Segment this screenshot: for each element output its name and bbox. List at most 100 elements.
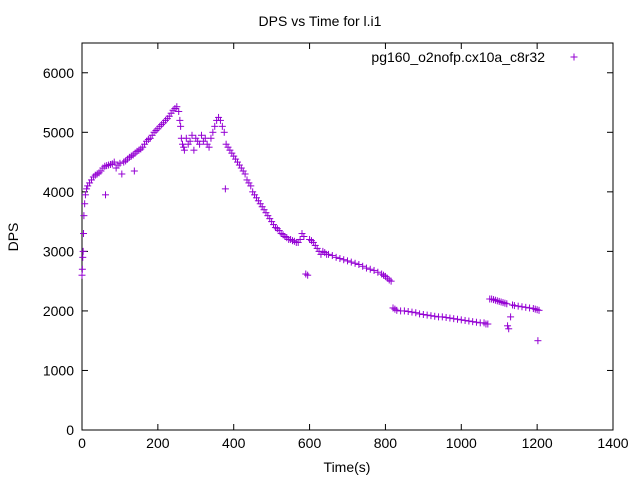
data-point (472, 318, 480, 326)
data-point (197, 131, 205, 139)
data-point (188, 131, 196, 139)
data-point (118, 170, 126, 178)
data-point (221, 185, 229, 193)
data-point (351, 259, 359, 267)
x-axis-label: Time(s) (324, 459, 371, 475)
data-point (427, 312, 435, 320)
data-point (328, 252, 336, 260)
y-axis-ticks: 0 1000 2000 3000 4000 5000 6000 (43, 65, 613, 438)
x-tick-label: 1200 (522, 435, 553, 451)
y-tick-label: 1000 (43, 362, 74, 378)
data-point (457, 316, 465, 324)
x-tick-label: 800 (374, 435, 398, 451)
y-tick-label: 2000 (43, 303, 74, 319)
data-point (412, 309, 420, 317)
data-point (332, 253, 340, 261)
data-point (325, 250, 333, 258)
data-point (359, 262, 367, 270)
data-point (355, 260, 363, 268)
data-point (505, 325, 513, 333)
data-point (438, 313, 446, 321)
x-tick-label: 1400 (597, 435, 628, 451)
data-point (431, 312, 439, 320)
data-point (81, 200, 89, 208)
data-point (78, 271, 86, 279)
data-point (400, 307, 408, 315)
data-point (247, 182, 255, 190)
data-point (173, 103, 181, 111)
data-point (336, 255, 344, 263)
data-point (79, 253, 87, 261)
data-point (504, 322, 512, 330)
data-point (442, 313, 450, 321)
legend-label: pg160_o2nofp.cx10a_c8r32 (371, 49, 545, 65)
data-point (526, 304, 534, 312)
data-point (209, 128, 217, 136)
data-point (534, 337, 542, 345)
data-point (180, 146, 188, 154)
data-point (514, 302, 522, 310)
data-point (416, 310, 424, 318)
y-axis-label: DPS (5, 223, 21, 252)
data-point (186, 137, 194, 145)
y-tick-label: 3000 (43, 243, 74, 259)
data-point (116, 159, 124, 167)
data-point (220, 128, 228, 136)
data-point (518, 303, 526, 311)
data-point (465, 317, 473, 325)
data-point (374, 268, 382, 276)
data-point (79, 247, 87, 255)
data-point (484, 320, 492, 328)
data-point (419, 310, 427, 318)
x-axis-ticks: 0 200 400 600 800 1000 1200 1400 (78, 43, 629, 451)
data-point (182, 134, 190, 142)
data-point (300, 233, 308, 240)
data-point (366, 265, 374, 273)
data-point (522, 303, 530, 311)
data-point (404, 308, 412, 316)
legend-marker (570, 53, 578, 61)
data-point (177, 122, 185, 130)
data-point (423, 311, 431, 319)
x-tick-label: 600 (298, 435, 322, 451)
data-point (503, 300, 511, 308)
data-point (218, 122, 226, 130)
plot-frame (81, 42, 614, 431)
y-tick-label: 5000 (43, 124, 74, 140)
data-point (450, 315, 458, 323)
legend: pg160_o2nofp.cx10a_c8r32 (371, 49, 578, 65)
data-point (507, 313, 515, 321)
data-point (80, 230, 88, 238)
data-point (80, 212, 88, 220)
data-point (535, 306, 543, 314)
data-point (176, 116, 184, 124)
data-point (190, 146, 198, 154)
data-point (205, 143, 213, 151)
data-point (296, 235, 304, 243)
data-point (370, 266, 378, 274)
chart-title: DPS vs Time for l.i1 (259, 13, 382, 29)
data-point (387, 277, 395, 285)
data-point (110, 158, 118, 166)
y-tick-label: 6000 (43, 65, 74, 81)
data-point (393, 306, 401, 314)
data-point (78, 265, 86, 273)
x-tick-label: 1000 (446, 435, 477, 451)
data-point (347, 258, 355, 266)
data-point (81, 191, 89, 199)
x-tick-label: 200 (146, 435, 170, 451)
data-point (211, 122, 219, 130)
legend-marker-symbol (570, 53, 578, 61)
data-point (446, 314, 454, 322)
x-tick-label: 400 (222, 435, 246, 451)
data-point (216, 116, 224, 124)
data-point (241, 170, 249, 178)
data-point (461, 316, 469, 324)
data-point (102, 191, 110, 199)
data-point (304, 271, 312, 279)
data-point (83, 185, 91, 193)
data-point (130, 167, 138, 175)
data-point (207, 134, 215, 142)
